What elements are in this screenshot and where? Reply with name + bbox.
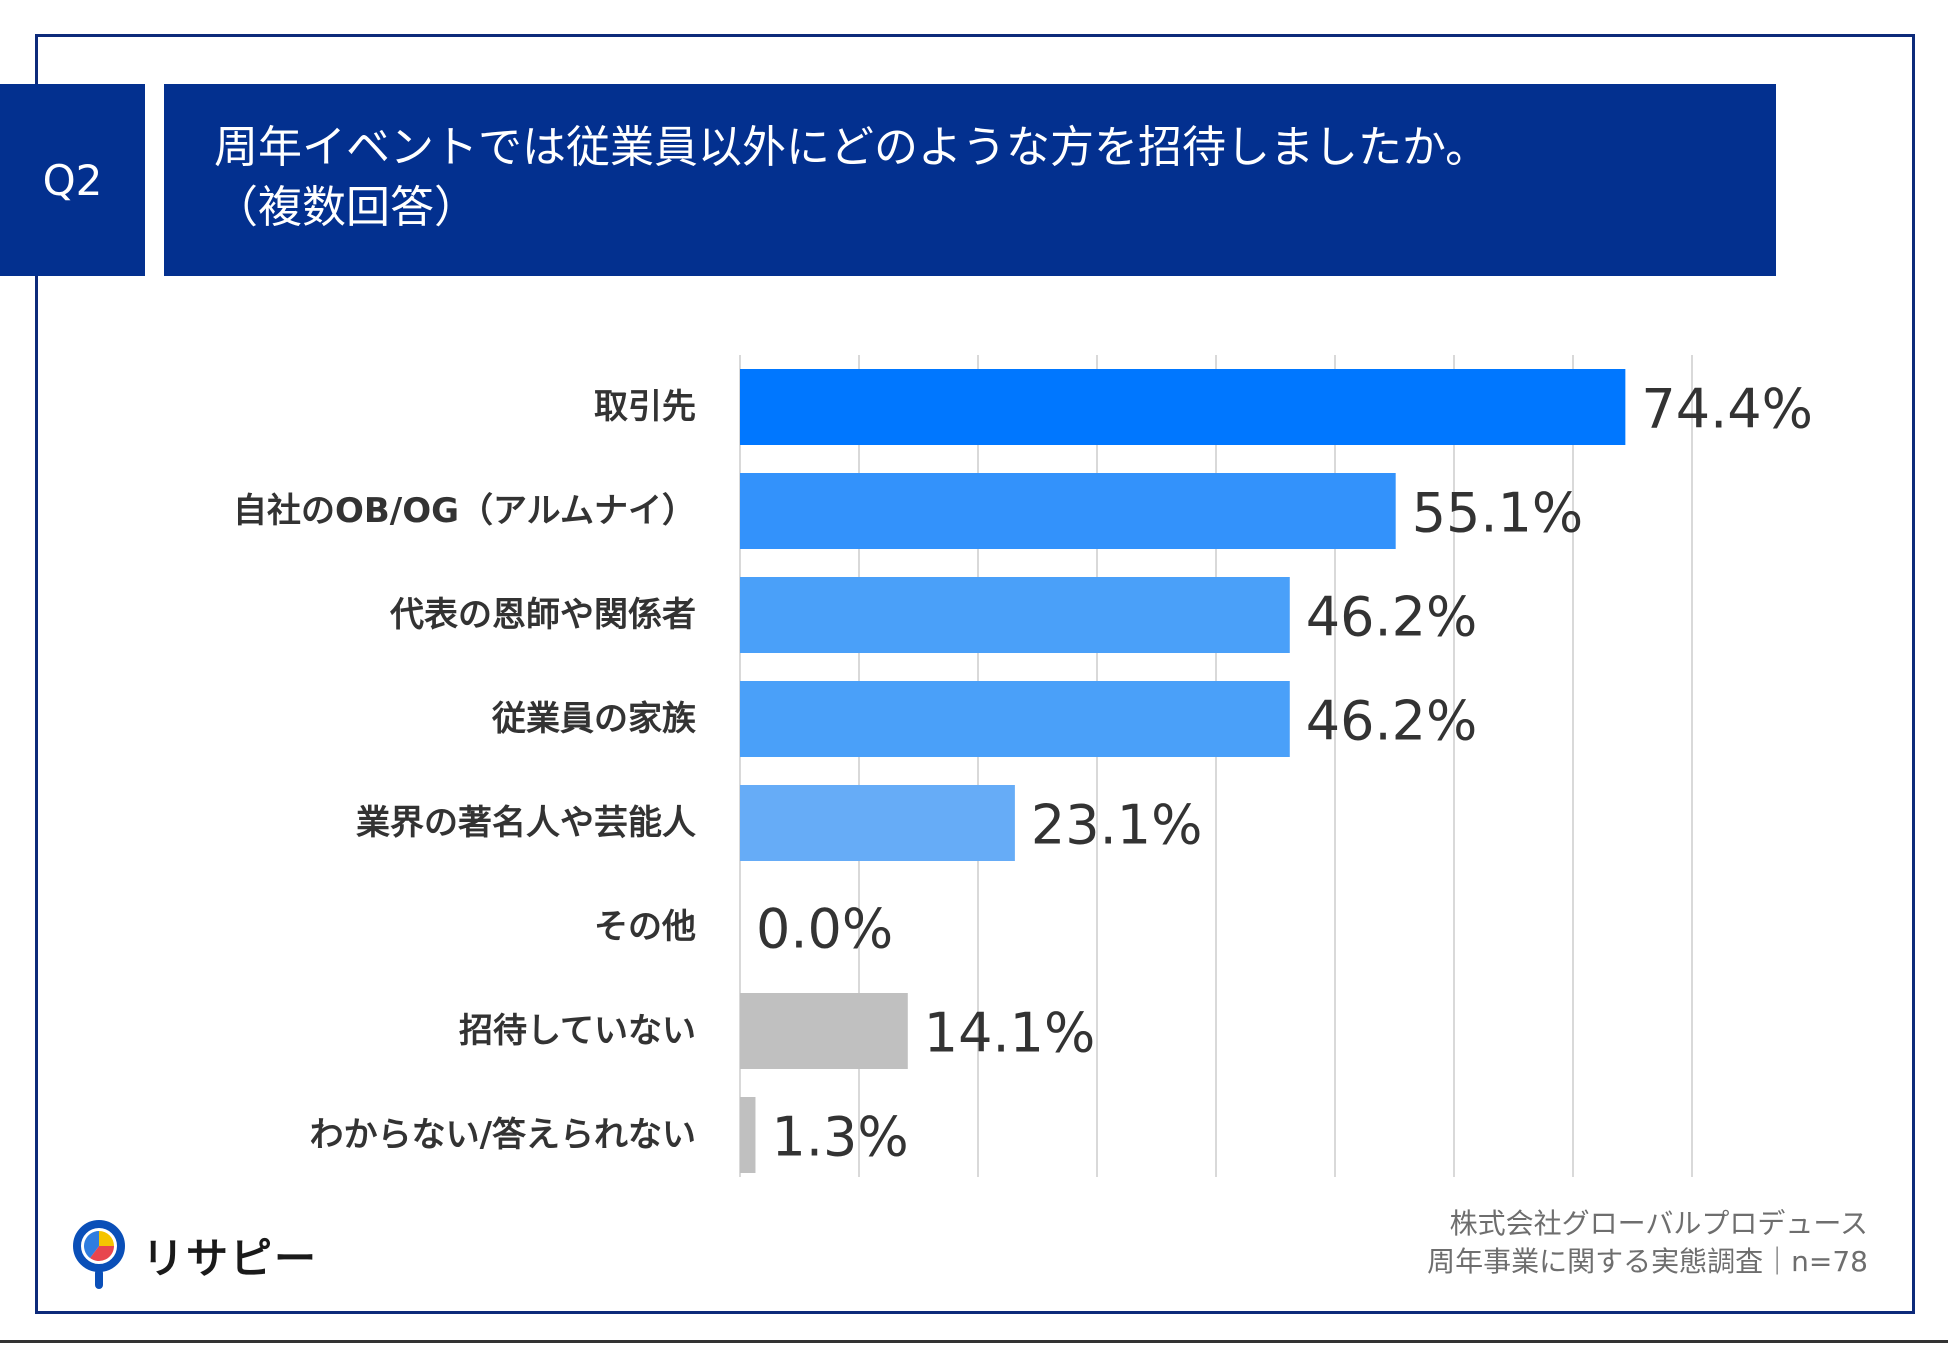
bar (740, 473, 1396, 549)
category-label: 取引先 (594, 387, 696, 427)
category-label: わからない/答えられない (310, 1115, 696, 1155)
category-label: その他 (594, 907, 696, 947)
category-label: 招待していない (459, 1011, 696, 1051)
bar (740, 785, 1015, 861)
brand-name: リサピー (142, 1233, 319, 1283)
bar (740, 681, 1290, 757)
value-label: 74.4% (1641, 378, 1813, 441)
source-survey: 周年事業に関する実態調査｜n=78 (1427, 1245, 1868, 1278)
source-note: 株式会社グローバルプロデュース 周年事業に関する実態調査｜n=78 (1427, 1205, 1868, 1281)
category-label: 自社のOB/OG（アルムナイ） (233, 491, 696, 531)
pin-logo-icon (73, 1220, 125, 1289)
value-label: 46.2% (1306, 586, 1478, 649)
bar (740, 993, 908, 1069)
bar (740, 577, 1290, 653)
question-number-box: Q2 (0, 84, 145, 276)
bar (740, 369, 1626, 445)
category-label: 従業員の家族 (491, 699, 696, 739)
value-label: 0.0% (756, 898, 893, 961)
brand-logo: リサピー (70, 1215, 318, 1295)
category-label: 代表の恩師や関係者 (389, 595, 696, 635)
value-label: 14.1% (924, 1002, 1096, 1065)
value-label: 46.2% (1306, 690, 1478, 753)
value-label: 1.3% (771, 1106, 908, 1169)
question-title: 周年イベントでは従業員以外にどのような方を招待しましたか。 (214, 122, 1490, 173)
chart-frame (35, 34, 1915, 1314)
question-number: Q2 (42, 155, 103, 205)
value-label: 55.1% (1412, 482, 1584, 545)
category-label: 業界の著名人や芸能人 (356, 803, 696, 843)
bottom-divider (0, 1340, 1948, 1343)
bar (740, 1097, 756, 1173)
question-title-box: 周年イベントでは従業員以外にどのような方を招待しましたか。 （複数回答） (164, 84, 1776, 276)
value-label: 23.1% (1031, 794, 1203, 857)
question-subtitle: （複数回答） (214, 182, 478, 233)
source-company: 株式会社グローバルプロデュース (1449, 1207, 1868, 1240)
